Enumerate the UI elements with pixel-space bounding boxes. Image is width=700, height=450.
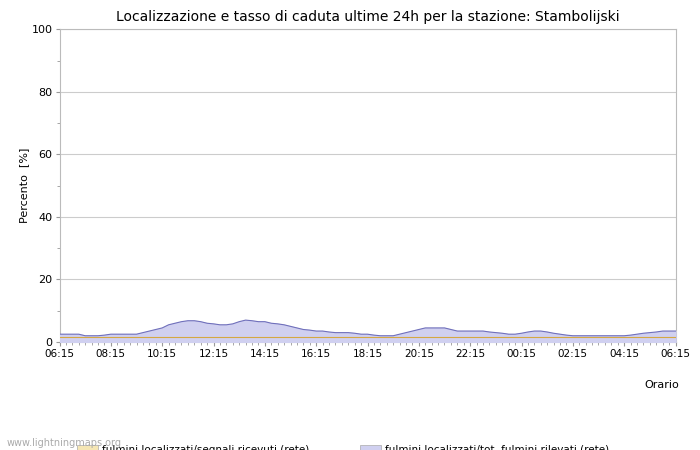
Text: www.lightningmaps.org: www.lightningmaps.org [7, 438, 122, 448]
Y-axis label: Percento  [%]: Percento [%] [19, 148, 29, 223]
Title: Localizzazione e tasso di caduta ultime 24h per la stazione: Stambolijski: Localizzazione e tasso di caduta ultime … [116, 10, 620, 24]
Text: Orario: Orario [644, 380, 679, 390]
Legend: fulmini localizzati/segnali ricevuti (rete), fulmini localizzati/segnali ricevut: fulmini localizzati/segnali ricevuti (re… [77, 445, 652, 450]
